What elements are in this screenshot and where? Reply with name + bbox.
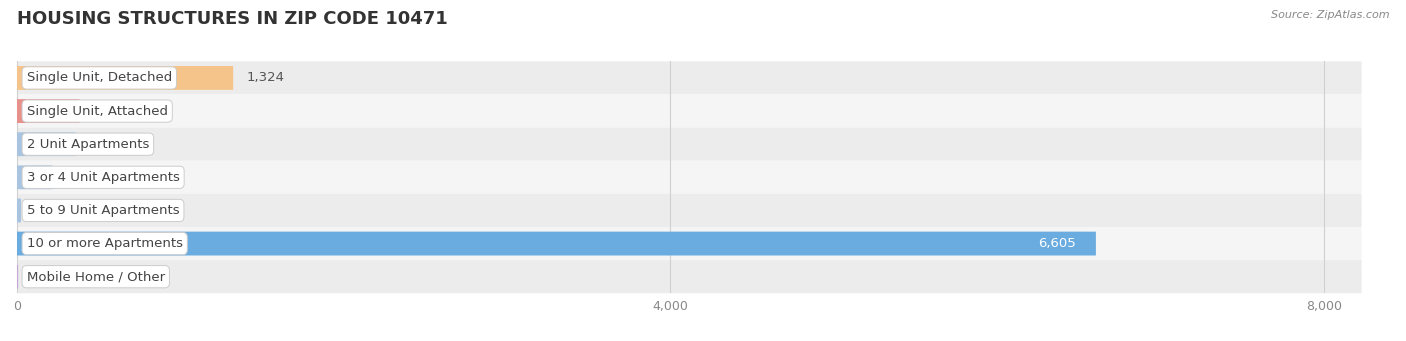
FancyBboxPatch shape [17, 66, 233, 90]
Text: 10 or more Apartments: 10 or more Apartments [27, 237, 183, 250]
FancyBboxPatch shape [17, 198, 21, 222]
Text: 384: 384 [93, 105, 118, 118]
Text: Single Unit, Attached: Single Unit, Attached [27, 105, 167, 118]
Text: 8: 8 [31, 270, 39, 283]
FancyBboxPatch shape [17, 94, 1361, 128]
Text: Single Unit, Detached: Single Unit, Detached [27, 72, 172, 85]
FancyBboxPatch shape [17, 260, 1361, 293]
Text: 5 to 9 Unit Apartments: 5 to 9 Unit Apartments [27, 204, 180, 217]
FancyBboxPatch shape [17, 194, 1361, 227]
Text: 1,324: 1,324 [246, 72, 284, 85]
Text: Mobile Home / Other: Mobile Home / Other [27, 270, 165, 283]
Text: 359: 359 [89, 138, 114, 151]
FancyBboxPatch shape [17, 128, 1361, 161]
Text: Source: ZipAtlas.com: Source: ZipAtlas.com [1271, 10, 1389, 20]
FancyBboxPatch shape [17, 227, 1361, 260]
Text: 3 or 4 Unit Apartments: 3 or 4 Unit Apartments [27, 171, 180, 184]
Text: 218: 218 [66, 171, 91, 184]
Text: HOUSING STRUCTURES IN ZIP CODE 10471: HOUSING STRUCTURES IN ZIP CODE 10471 [17, 10, 447, 28]
FancyBboxPatch shape [17, 232, 1095, 255]
Text: 2 Unit Apartments: 2 Unit Apartments [27, 138, 149, 151]
Text: 6,605: 6,605 [1039, 237, 1076, 250]
FancyBboxPatch shape [17, 165, 52, 189]
FancyBboxPatch shape [17, 132, 76, 156]
Text: 26: 26 [34, 204, 51, 217]
FancyBboxPatch shape [17, 99, 80, 123]
FancyBboxPatch shape [17, 161, 1361, 194]
FancyBboxPatch shape [17, 61, 1361, 94]
